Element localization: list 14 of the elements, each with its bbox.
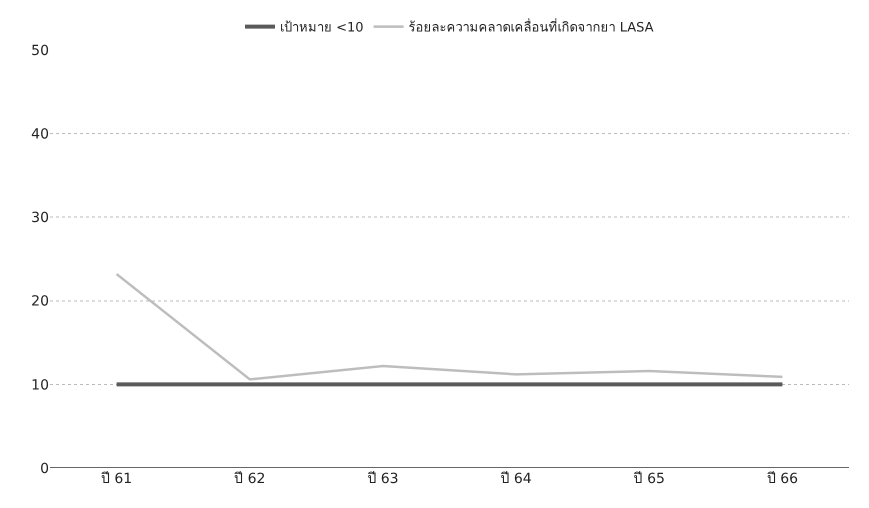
legend-label: เป้าหมาย <10 [280,20,364,36]
legend-label: ร้อยละความคลาดเคลื่อนที่เกิดจากยา LASA [408,18,654,36]
y-tick-label: 40 [31,126,49,142]
x-tick-label: ปี 61 [100,471,132,487]
x-tick-label: ปี 63 [367,471,399,487]
y-tick-label: 30 [31,210,49,226]
y-tick-label: 10 [31,377,49,394]
x-tick-label: ปี 66 [766,471,798,487]
y-tick-label: 20 [31,294,49,310]
x-tick-label: ปี 62 [234,471,266,487]
x-tick-label: ปี 65 [634,471,665,487]
x-tick-label: ปี 64 [500,471,532,487]
y-tick-label: 0 [40,460,49,477]
y-tick-label: 50 [31,42,49,59]
